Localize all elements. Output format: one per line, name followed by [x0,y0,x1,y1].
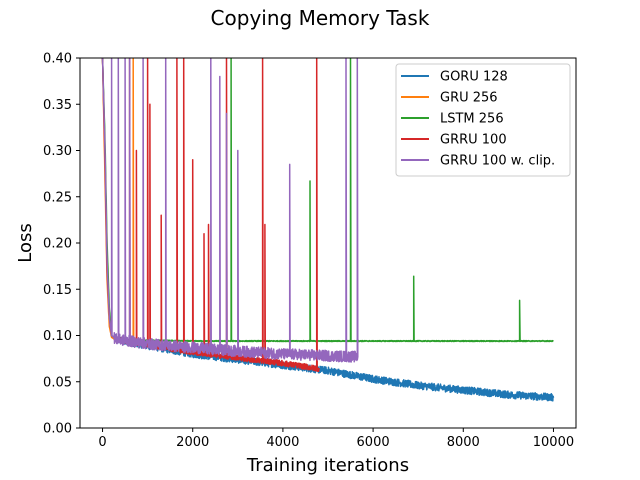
plot-lines [101,58,555,402]
y-tick-label: 0.10 [43,329,72,344]
x-tick-label: 6000 [357,435,390,450]
legend-label: GRU 256 [440,91,498,106]
legend-label: GORU 128 [440,70,508,85]
x-tick-label: 8000 [447,435,480,450]
y-tick-label: 0.30 [43,144,72,159]
y-tick-label: 0.40 [43,52,72,67]
legend-label: LSTM 256 [440,112,504,127]
y-tick-label: 0.20 [43,237,72,252]
y-tick-label: 0.35 [43,98,72,113]
series-line-4 [101,58,359,363]
x-tick-label: 0 [98,435,106,450]
y-tick-label: 0.25 [43,190,72,205]
y-axis-label: Loss [15,223,36,262]
x-tick-label: 10000 [533,435,574,450]
chart-legend: GORU 128 GRU 256 LSTM 256 GRRU 100 GRRU 100 … [395,63,571,177]
x-tick-label: 4000 [266,435,299,450]
chart-title: Copying Memory Task [211,6,430,30]
legend-label: GRRU 100 w. clip. [440,154,555,169]
y-axis-ticks: 0.00 0.05 0.10 0.15 0.20 0.25 0.30 0.35 0.40 [43,52,80,437]
x-axis-ticks: 0 2000 4000 6000 8000 10000 [98,428,574,450]
y-tick-label: 0.05 [43,375,72,390]
x-tick-label: 2000 [176,435,209,450]
series-line-2 [101,58,554,343]
y-tick-label: 0.15 [43,283,72,298]
legend-box [395,63,571,177]
legend-label: GRRU 100 [440,133,507,148]
x-axis-label: Training iterations [246,455,409,476]
y-tick-label: 0.00 [43,422,72,437]
